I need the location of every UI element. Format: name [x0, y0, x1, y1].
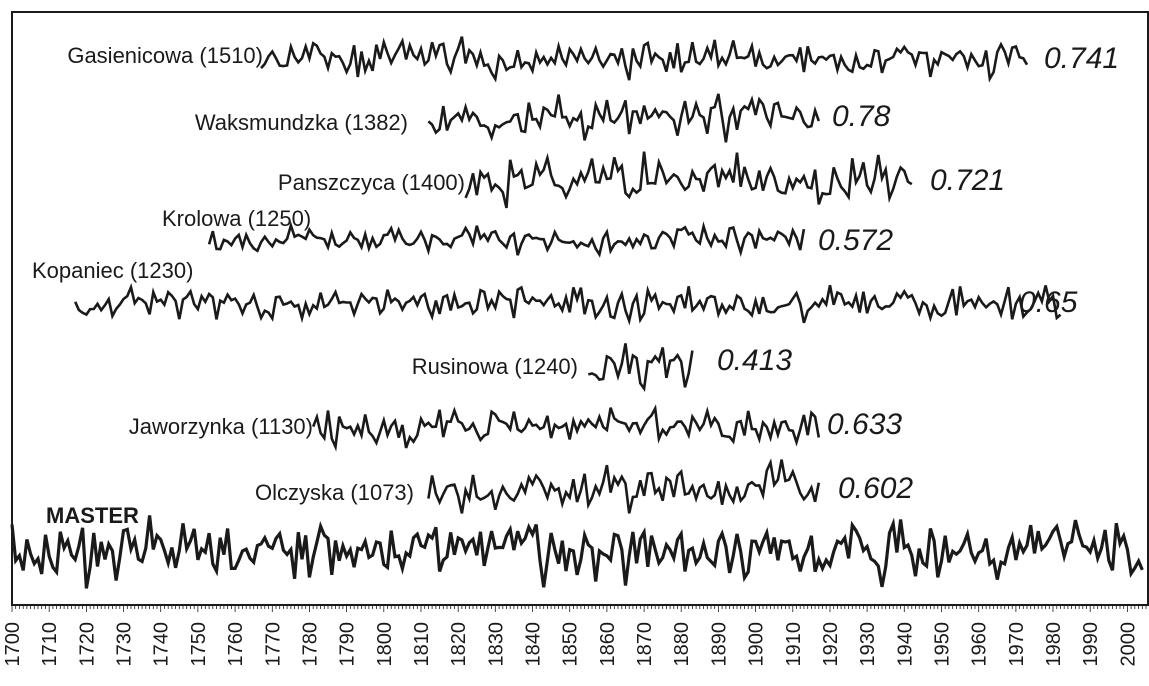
- x-tick-label: 1880: [671, 622, 693, 667]
- x-tick-label: 1940: [894, 622, 916, 667]
- x-tick-label: 1910: [783, 622, 805, 667]
- x-tick-label: 1890: [708, 622, 730, 667]
- x-tick-label: 1770: [262, 622, 284, 667]
- correlation-label: 0.633: [827, 408, 902, 441]
- series-label: Rusinowa (1240): [412, 354, 578, 379]
- series-line: [260, 36, 1029, 83]
- correlation-label: 0.721: [930, 164, 1005, 197]
- series-label: Krolowa (1250): [162, 206, 311, 231]
- correlation-label: 0.602: [838, 472, 913, 505]
- x-tick-label: 1840: [523, 622, 545, 667]
- x-tick-label: 1700: [2, 622, 24, 667]
- x-tick-label: 1740: [151, 622, 173, 667]
- x-tick-label: 1930: [857, 622, 879, 667]
- master-series-line: [10, 515, 1144, 589]
- x-tick-label: 1870: [634, 622, 656, 667]
- x-tick-label: 1810: [411, 622, 433, 667]
- x-tick-label: 1990: [1080, 622, 1102, 667]
- series-layer: Gasienicowa (1510) 0.741 Waksmundzka (1382…: [10, 36, 1144, 589]
- x-tick-label: 1780: [299, 622, 321, 667]
- x-tick-label: 1720: [76, 622, 98, 667]
- series-label: Jaworzynka (1130): [129, 414, 313, 439]
- x-tick-label: 1710: [39, 622, 61, 667]
- series-label: Panszczyca (1400): [278, 170, 465, 195]
- x-tick-label: 1980: [1043, 622, 1065, 667]
- x-tick-label: 1820: [448, 622, 470, 667]
- x-tick-label: 1860: [597, 622, 619, 667]
- correlation-label: 0.741: [1044, 42, 1119, 75]
- x-tick-label: 1920: [820, 622, 842, 667]
- correlation-label: 0.572: [818, 224, 893, 257]
- series-line: [587, 343, 694, 393]
- correlation-label: 0.413: [717, 344, 792, 377]
- x-tick-label: 1790: [337, 622, 359, 667]
- x-tick-label: 2000: [1117, 622, 1139, 667]
- x-tick-label: 1900: [746, 622, 768, 667]
- series-line: [207, 221, 806, 258]
- series-label: Waksmundzka (1382): [195, 110, 408, 135]
- master-label: MASTER: [46, 503, 139, 528]
- correlation-label: 0.78: [832, 100, 891, 133]
- correlation-label: 0.65: [1019, 286, 1078, 319]
- x-tick-label: 1760: [225, 622, 247, 667]
- series-line: [74, 282, 1062, 326]
- series-label: Gasienicowa (1510): [67, 43, 263, 68]
- series-label: Kopaniec (1230): [32, 258, 193, 283]
- series-line: [464, 151, 913, 209]
- x-tick-label: 1970: [1006, 622, 1028, 667]
- x-tick-label: 1850: [560, 622, 582, 667]
- series-line: [311, 404, 821, 452]
- x-tick-label: 1830: [485, 622, 507, 667]
- x-tick-label: 1950: [932, 622, 954, 667]
- x-tick-label: 1800: [374, 622, 396, 667]
- series-line: [427, 93, 821, 143]
- series-label: Olczyska (1073): [255, 480, 414, 505]
- plot-frame: [11, 11, 1149, 606]
- x-tick-label: 1750: [188, 622, 210, 667]
- x-tick-label: 1960: [969, 622, 991, 667]
- x-tick-label: 1730: [114, 622, 136, 667]
- x-axis: 1700 1710 1720 1730 1740 1750 1760 1770 1780 1790…: [2, 605, 1147, 667]
- series-line: [427, 458, 821, 514]
